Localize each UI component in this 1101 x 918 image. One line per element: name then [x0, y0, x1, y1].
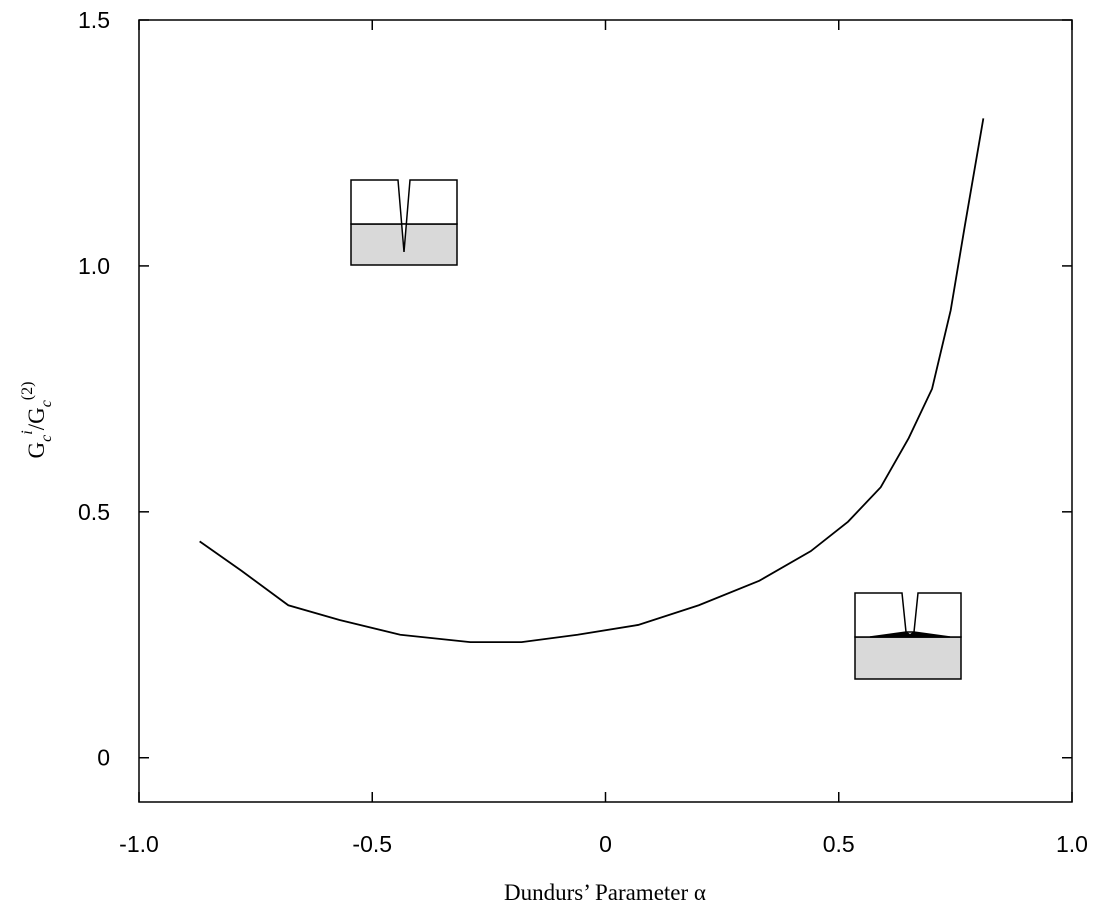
y-axis-label: Gci/Gc(2)	[19, 382, 55, 459]
y-label-part: c	[38, 400, 55, 407]
y-label-part: G	[24, 442, 49, 459]
y-label-part: c	[38, 435, 55, 442]
y-tick-label: 1.0	[78, 253, 110, 279]
x-tick-label: -0.5	[352, 831, 392, 857]
x-tick-label: -1.0	[119, 831, 159, 857]
y-label-part: (2)	[19, 382, 36, 401]
x-tick-label: 1.0	[1056, 831, 1088, 857]
y-tick-label: 0.5	[78, 499, 110, 525]
x-tick-label: 0.5	[823, 831, 855, 857]
plot-frame	[138, 19, 1073, 803]
data-line	[199, 118, 985, 644]
y-label-part: /G	[24, 407, 49, 430]
y-tick-label: 1.5	[78, 7, 110, 33]
y-label-part: i	[19, 430, 36, 434]
x-tick-label: 0	[599, 831, 612, 857]
inset-interface-crack	[854, 592, 962, 680]
x-axis-label: Dundurs’ Parameter α	[504, 880, 706, 905]
inset-bonded-crack	[350, 179, 458, 266]
y-tick-label: 0	[97, 745, 110, 771]
